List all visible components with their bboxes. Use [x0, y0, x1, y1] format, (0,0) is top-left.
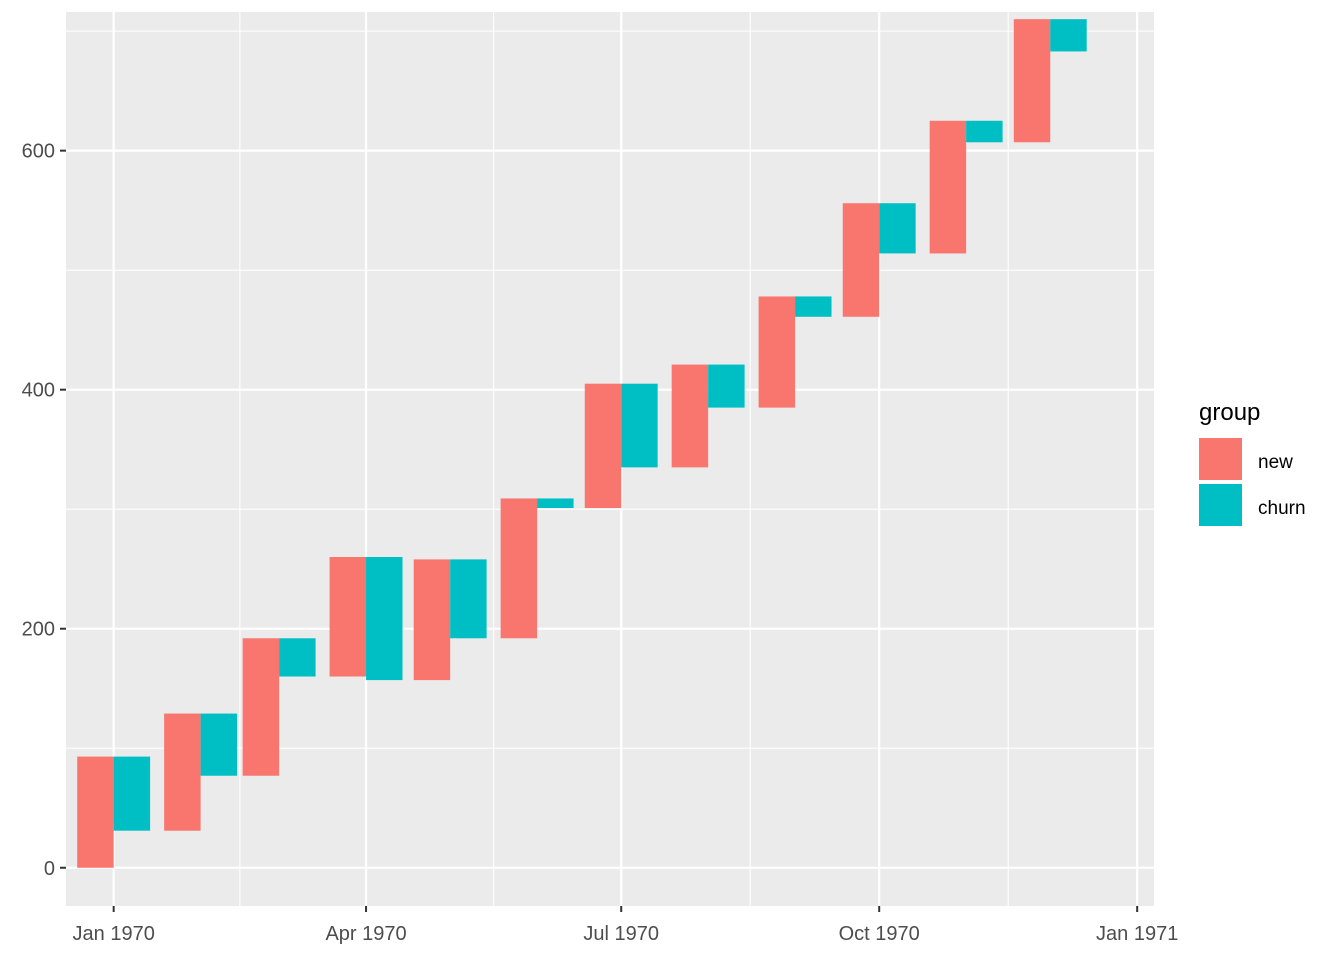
bar-new [929, 120, 967, 254]
bar-new [242, 638, 280, 776]
x-tick-label: Oct 1970 [839, 923, 920, 945]
bar-new [77, 756, 114, 868]
bar-churn [879, 203, 916, 254]
bar-new [758, 296, 796, 408]
y-tick-label: 0 [44, 858, 55, 880]
bar-new [329, 557, 367, 677]
bar-churn [279, 638, 316, 677]
legend-key-new-swatch [1199, 438, 1242, 480]
bar-new [671, 364, 709, 468]
bars [77, 19, 1087, 868]
x-tick-label: Jul 1970 [583, 923, 659, 945]
y-tick-label: 600 [22, 141, 55, 163]
bar-churn [966, 120, 1003, 143]
bar-churn [537, 498, 574, 509]
x-tick-label: Jan 1970 [73, 923, 155, 945]
bar-churn [795, 296, 832, 317]
bar-churn [450, 559, 487, 639]
bar-new [413, 559, 451, 681]
bar-new [584, 383, 622, 509]
bar-churn [366, 557, 403, 681]
bar-churn [113, 756, 151, 831]
x-tick-label: Jan 1971 [1096, 923, 1178, 945]
y-tick-label: 400 [22, 380, 55, 402]
bar-new [1013, 19, 1051, 143]
bar-churn [200, 713, 238, 776]
y-tick-label: 200 [22, 619, 55, 641]
bar-churn [1050, 19, 1087, 52]
legend-label-churn: churn [1258, 498, 1306, 519]
bar-new [500, 498, 538, 639]
y-axis: 0 200 400 600 [22, 141, 66, 880]
legend: group new churn [1199, 399, 1306, 526]
x-tick-label: Apr 1970 [325, 923, 406, 945]
legend-key-churn-swatch [1199, 484, 1242, 526]
bar-churn [708, 364, 745, 408]
bar-new [164, 713, 201, 831]
bar-churn [621, 383, 658, 468]
bar-new [842, 203, 880, 317]
legend-label-new: new [1258, 452, 1293, 473]
legend-title: group [1199, 399, 1260, 426]
x-axis: Jan 1970 Apr 1970 Jul 1970 Oct 1970 Jan 1971 [73, 906, 1178, 945]
